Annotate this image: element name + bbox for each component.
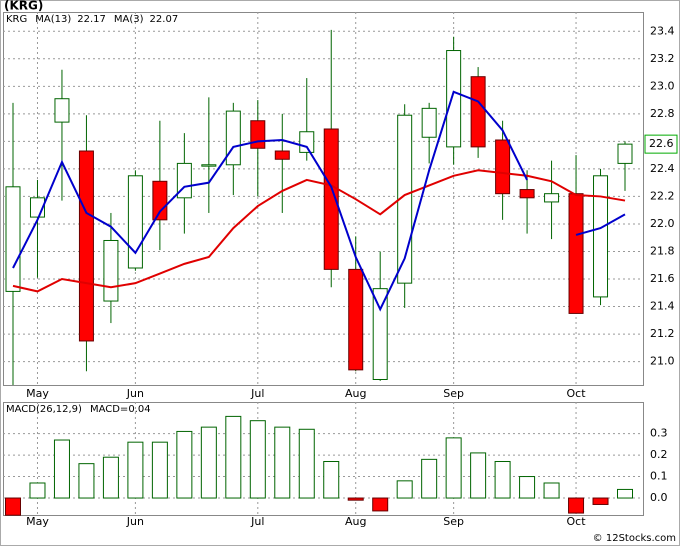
watermark: © 12Stocks.com [593,533,676,544]
price-tag [644,134,678,154]
legend-entry: MA(13) [35,14,71,25]
y-tick-label: 22.4 [650,162,675,175]
candle-body [421,107,437,138]
x-tick-label: May [26,387,49,400]
macd-bar [592,497,609,505]
x-tick-label: Jun [126,515,144,528]
candle-body [617,143,633,164]
x-tick-label: Aug [345,515,366,528]
y-tick-label: 22.8 [650,107,675,120]
legend-value: 22.07 [150,14,179,25]
candle-body [152,180,168,221]
macd-bar [151,441,168,499]
macd-bar [494,461,511,499]
candle-body [127,175,143,269]
macd-legend: MACD(26,12,9) [6,404,82,415]
macd-bar [470,452,487,499]
x-tick-label: Sep [443,387,464,400]
candle-body [519,189,535,199]
x-tick-label: Jun [126,387,144,400]
macd-bar [323,461,340,499]
x-tick-label: Jul [250,387,264,400]
y-tick-label: 23.4 [650,24,675,37]
candle-body [54,98,70,123]
x-tick-label: May [26,515,49,528]
macd-legend-name: MACD= [90,404,128,415]
x-tick-label: Oct [567,387,587,400]
macd-bar [519,476,536,499]
y-tick-label: 21.8 [650,244,675,257]
y-tick-label: 23.0 [650,79,675,92]
macd-bar [200,426,217,499]
legend-label: KRG [6,14,27,25]
y-tick-label: 21.2 [650,327,675,340]
macd-bar [445,437,462,499]
candle-body [5,186,21,292]
x-tick-label: Aug [345,387,366,400]
y-tick-label: 21.4 [650,300,675,313]
candle-body [372,288,388,380]
candle-body [495,139,511,195]
y-tick-label: 23.2 [650,52,675,65]
macd-bar [5,497,21,516]
macd-bar [225,415,242,499]
price-tag-label: 22.6 [649,137,674,150]
y-tick-label: 22.0 [650,217,675,230]
y-tick-label: 22.2 [650,189,675,202]
macd-bar [372,497,389,512]
macd-bar [617,488,633,499]
y-tick-label: 0.0 [650,491,668,504]
y-tick-label: 0.2 [650,448,668,461]
candle-body [323,128,339,270]
candle-body [348,268,364,371]
candle-body [250,120,266,149]
y-tick-label: 21.0 [650,355,675,368]
x-tick-label: Jul [250,515,264,528]
y-tick-label: 21.6 [650,272,675,285]
candle-body [78,150,94,342]
x-tick-label: Oct [567,515,587,528]
macd-bar [396,480,413,499]
legend-entry: MA(3) [114,14,144,25]
candle-body [544,193,560,203]
macd-bar [421,458,438,499]
y-tick-label: 0.1 [650,470,668,483]
candle-body [103,239,119,302]
macd-bar [274,426,291,499]
chart-title: (KRG) [4,0,43,13]
macd-panel [3,402,644,516]
candle-body [470,76,486,148]
macd-bar [176,430,193,499]
price-panel [3,12,644,386]
candle-body [568,193,584,314]
legend-value: 22.17 [77,14,106,25]
candle-body [446,50,462,148]
macd-bar [78,463,95,499]
macd-bar [298,428,315,499]
macd-bar [249,420,266,499]
macd-bar [127,441,144,499]
macd-bar [543,482,560,499]
y-tick-label: 0.3 [650,427,668,440]
candle-body [593,175,609,298]
macd-bar [29,482,46,499]
macd-legend-value: 0.04 [128,404,150,415]
macd-bar [53,439,70,499]
macd-bar [347,497,364,501]
candle-body [225,110,241,166]
candle-body [201,164,217,167]
ma-line [12,90,626,312]
x-tick-label: Sep [443,515,464,528]
candle-body [274,150,290,160]
macd-bar [102,456,119,499]
ma-line [12,169,626,293]
candle-body [397,114,413,284]
macd-bar [568,497,585,514]
candle-body [299,131,315,153]
